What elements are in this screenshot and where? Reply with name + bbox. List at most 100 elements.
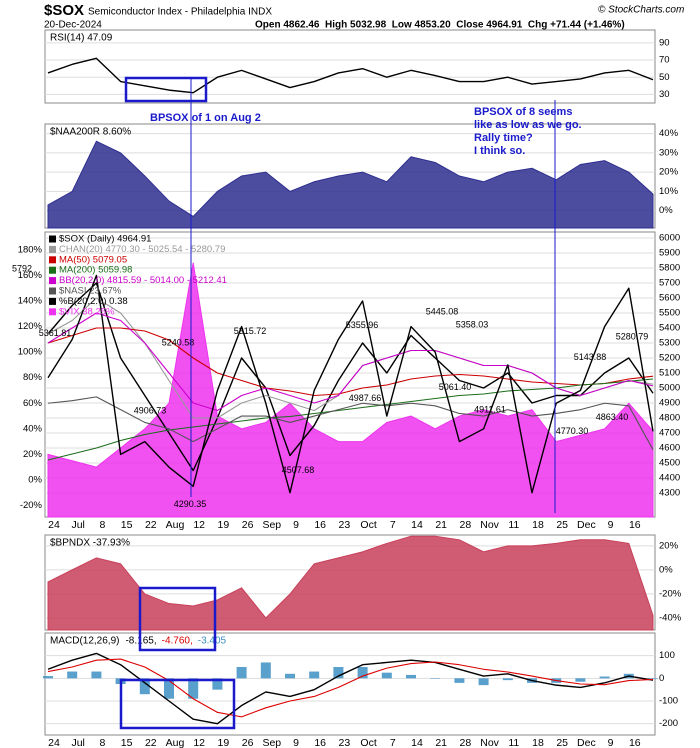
y-tick-label: 5800 (659, 263, 680, 274)
annotation: I think so. (474, 145, 525, 157)
y-tick-label: 4800 (659, 413, 680, 424)
price-label: 5361.81 (39, 328, 72, 338)
x-tick-label: 9 (608, 737, 614, 748)
x-tick-label: 16 (629, 519, 641, 531)
series-layer (47, 140, 654, 229)
x-tick-label: 16 (629, 737, 641, 748)
x-tick-label: 14 (411, 519, 423, 531)
histogram-bar (478, 678, 489, 686)
symbol: $SOX (44, 2, 84, 19)
x-tick-label: Dec (577, 737, 596, 748)
series-layer (47, 57, 654, 94)
x-tick-label: 8 (99, 737, 105, 748)
price-label: 4987.66 (349, 393, 382, 403)
histogram-bar (599, 676, 610, 679)
legend-label: MA(200) 5059.98 (59, 265, 132, 276)
area (47, 262, 654, 518)
y-tick-label: -20% (659, 588, 682, 599)
price-label: 4290.35 (174, 499, 207, 509)
y-tick-label: 0 (659, 673, 664, 684)
x-tick-label: 14 (411, 737, 423, 748)
series-layer (47, 535, 654, 631)
y-tick-label: -20% (20, 500, 43, 511)
y-tick-label: 50 (659, 72, 670, 83)
x-tick-label: Nov (480, 737, 499, 748)
legend-swatch (49, 256, 56, 264)
y-tick-label: 30 (659, 89, 670, 100)
x-tick-label: 26 (242, 737, 254, 748)
y-tick-label: 4300 (659, 488, 680, 499)
x-tick-label: Sep (262, 519, 281, 531)
y-tick-label: 5700 (659, 278, 680, 289)
annotation: Rally time? (474, 132, 533, 144)
histogram-bar (43, 676, 53, 679)
date: 20-Dec-2024 (44, 20, 102, 31)
x-tick-label: 11 (508, 519, 519, 531)
x-tick-label: 11 (508, 737, 519, 748)
x-tick-label: 22 (145, 737, 157, 748)
x-tick-label: 28 (460, 519, 472, 531)
y-tick-label: 60% (23, 398, 43, 409)
x-tick-label: 23 (339, 519, 351, 531)
line (47, 658, 654, 718)
x-tick-label: Jul (71, 737, 84, 748)
histogram-bar (260, 662, 271, 679)
y-tick-label: 4500 (659, 458, 680, 469)
x-tick-label: 24 (48, 737, 60, 748)
x-tick-label: 16 (314, 519, 326, 531)
x-tick-label: 15 (121, 737, 133, 748)
x-tick-label: 19 (218, 737, 230, 748)
price-label: 5315.72 (234, 326, 267, 336)
index-name: Semiconductor Index - Philadelphia INDX (88, 7, 272, 18)
x-tick-label: 9 (293, 519, 299, 531)
histogram-bar (333, 667, 344, 679)
x-tick-label: Oct (360, 737, 376, 748)
histogram-bar (648, 678, 658, 680)
x-tick-label: 9 (293, 737, 299, 748)
annotation: BPSOX of 1 on Aug 2 (150, 112, 261, 124)
line (47, 652, 654, 725)
price-label: 5061.40 (439, 382, 472, 392)
x-tick-label: Nov (480, 519, 499, 531)
price-label: 5240.58 (162, 337, 195, 347)
overlays: BPSOX of 1 on Aug 2 BPSOX of 8 seems lik… (119, 76, 582, 730)
x-tick-label: 28 (460, 737, 472, 748)
y-tick-label: 5400 (659, 323, 680, 334)
y-tick-label: 180% (18, 244, 43, 255)
y-tick-label: 5000 (659, 383, 680, 394)
price-label: 5792 (12, 264, 32, 274)
legend-swatch (49, 266, 56, 274)
legend-swatch (49, 245, 56, 253)
y-tick-label: -100 (659, 696, 678, 707)
y-tick-label: 4700 (659, 428, 680, 439)
legend-swatch (49, 287, 56, 295)
y-tick-label: 4600 (659, 443, 680, 454)
panel-title: MACD(12,26,9) (50, 636, 119, 647)
histogram-bar (164, 678, 174, 699)
x-tick-label: 25 (556, 737, 568, 748)
price-label: 4863.40 (596, 412, 629, 422)
highlight-box (138, 586, 217, 652)
x-tick-label: 21 (435, 519, 447, 531)
x-tick-label: 26 (242, 519, 254, 531)
histogram-bar (502, 678, 513, 681)
legend-label: $VIX 38.25% (59, 306, 115, 317)
y-tick-label: 20% (23, 449, 43, 460)
y-tick-label: -200 (659, 718, 678, 729)
y-tick-label: 160% (18, 270, 43, 281)
histogram-bar (212, 678, 223, 690)
histogram-bar (575, 678, 586, 682)
panel (44, 632, 656, 736)
series-layer (43, 652, 658, 725)
x-tick-label: 21 (435, 737, 447, 748)
x-tick-label: 19 (218, 519, 230, 531)
line (47, 327, 654, 397)
y-tick-label: 5100 (659, 368, 680, 379)
x-tick-label: 7 (390, 519, 396, 531)
histogram-bar (285, 673, 295, 679)
annotation: like as low as we go. (474, 119, 582, 131)
line (47, 312, 654, 412)
y-tick-label: 0% (659, 564, 673, 575)
legend-label: $NASI 23.67% (59, 286, 122, 297)
legend-label: CHAN(20) 4770.30 - 5025.54 - 5280.79 (59, 244, 225, 255)
